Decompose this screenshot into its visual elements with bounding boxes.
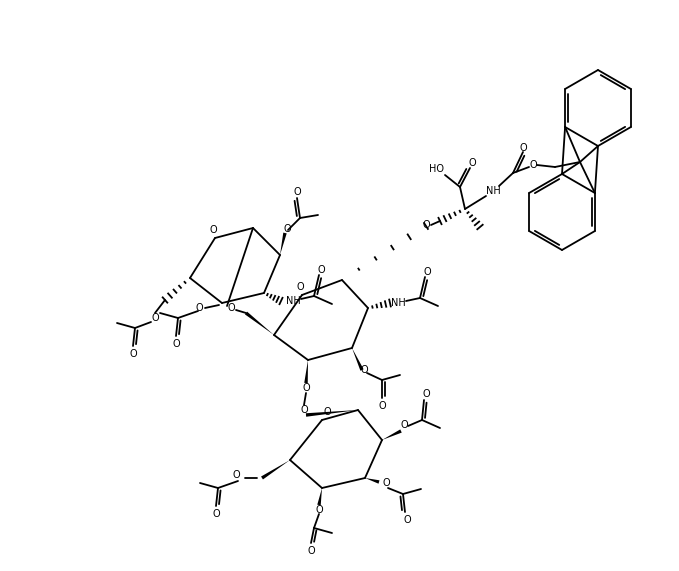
Text: O: O [529, 160, 537, 170]
Text: O: O [323, 407, 331, 417]
Polygon shape [352, 348, 363, 371]
Polygon shape [304, 360, 308, 383]
Text: O: O [151, 313, 159, 323]
Text: O: O [307, 546, 315, 556]
Text: NH: NH [390, 298, 405, 308]
Text: O: O [400, 420, 408, 430]
Text: O: O [423, 267, 430, 277]
Polygon shape [245, 312, 274, 335]
Text: O: O [212, 509, 220, 519]
Text: O: O [422, 389, 430, 399]
Text: O: O [382, 478, 390, 488]
Text: O: O [129, 349, 136, 359]
Text: NH: NH [286, 296, 300, 306]
Text: O: O [378, 401, 386, 411]
Text: O: O [296, 282, 304, 292]
Text: O: O [302, 383, 310, 393]
Text: O: O [172, 339, 180, 349]
Polygon shape [261, 460, 290, 480]
Text: O: O [209, 225, 217, 235]
Polygon shape [317, 488, 322, 505]
Text: O: O [360, 365, 368, 375]
Text: O: O [315, 505, 323, 515]
Text: O: O [283, 224, 291, 234]
Text: O: O [422, 220, 430, 230]
Text: O: O [300, 405, 308, 415]
Text: O: O [227, 303, 235, 313]
Text: NH: NH [485, 186, 500, 196]
Text: O: O [317, 265, 325, 275]
Polygon shape [365, 478, 380, 484]
Text: O: O [519, 143, 527, 153]
Text: O: O [196, 303, 203, 313]
Polygon shape [306, 410, 358, 417]
Polygon shape [382, 429, 402, 440]
Text: O: O [232, 470, 240, 480]
Text: O: O [469, 158, 476, 168]
Polygon shape [280, 232, 287, 255]
Text: O: O [293, 187, 301, 197]
Text: HO: HO [430, 164, 445, 174]
Text: O: O [403, 515, 411, 525]
